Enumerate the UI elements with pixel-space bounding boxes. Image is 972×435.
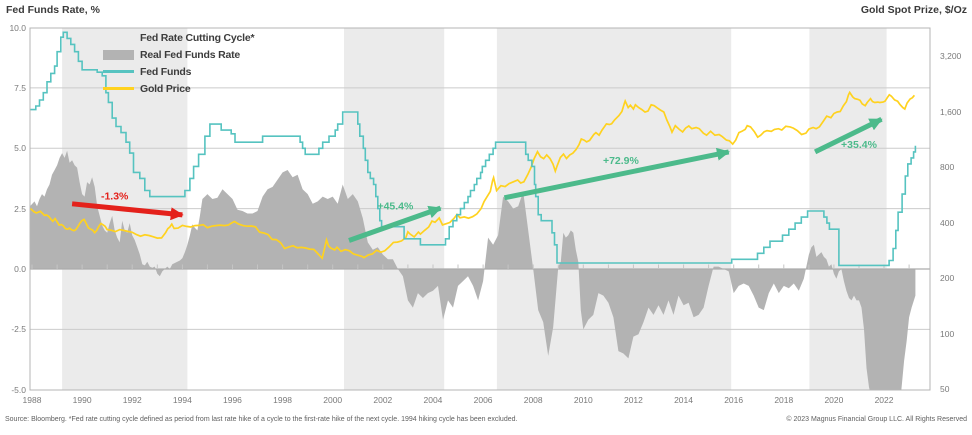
fed-funds-line — [30, 31, 917, 267]
trend-arrow-label: +72.9% — [603, 155, 640, 167]
gridlines — [30, 87, 930, 330]
series-lines — [30, 31, 917, 267]
trend-arrow-label: +45.4% — [377, 201, 414, 213]
plot-border — [29, 27, 931, 391]
trend-arrow-label: +35.4% — [841, 139, 878, 151]
annotations: -1.3% +45.4% +72.9% +35.4% — [71, 117, 883, 243]
trend-arrow — [71, 201, 184, 221]
gold-price-line — [30, 90, 916, 260]
trend-arrow-label: -1.3% — [101, 190, 129, 202]
trend-arrow — [348, 205, 442, 243]
real-fed-funds-area — [30, 150, 916, 390]
trend-arrow — [503, 147, 730, 201]
trend-arrow — [813, 117, 883, 155]
